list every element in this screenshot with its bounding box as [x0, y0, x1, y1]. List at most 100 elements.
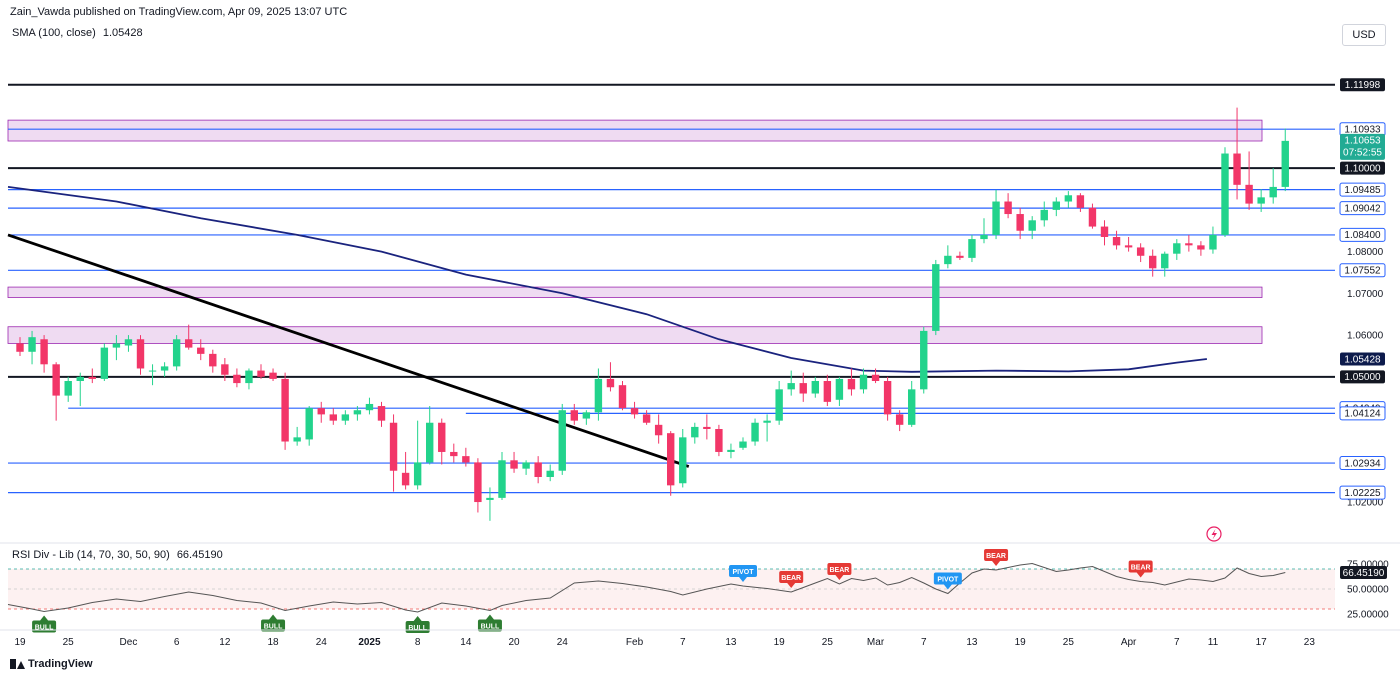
rsi-signal-pointer-6 — [835, 575, 844, 580]
price-tick-0: 1.08000 — [1347, 247, 1384, 258]
candle-body-70 — [859, 374, 868, 390]
tradingview-logo-icon — [10, 659, 25, 669]
price-label-4 — [1339, 182, 1386, 197]
candle-body-59 — [727, 449, 735, 452]
candle-body-29 — [365, 403, 374, 411]
rsi-signal-pointer-0 — [40, 615, 49, 621]
sma-legend[interactable]: SMA (100, close) 1.05428 — [12, 27, 143, 39]
price-tick-2: 1.06000 — [1347, 331, 1384, 342]
price-label-8 — [1340, 352, 1385, 366]
x-tick-0: 19 — [14, 637, 26, 648]
candle-body-88 — [1076, 195, 1085, 208]
price-label-text-9: 1.05000 — [1344, 372, 1381, 383]
candle-body-39 — [486, 497, 494, 500]
candle-body-30 — [377, 406, 386, 421]
candle-body-76 — [932, 264, 940, 331]
price-label-countdown-2: 07:52:55 — [1343, 147, 1382, 158]
x-tick-14: 13 — [725, 637, 737, 648]
candle-body-12 — [160, 366, 169, 371]
candle-body-86 — [1052, 201, 1060, 210]
price-label-11 — [1339, 406, 1386, 421]
candle-body-48 — [594, 378, 603, 413]
x-tick-12: Feb — [626, 637, 644, 648]
rsi-signal-label-3: BULL — [481, 623, 500, 630]
rsi-signal-label-0: BULL — [35, 624, 54, 631]
candle-body-72 — [883, 381, 892, 415]
candle-body-55 — [679, 437, 687, 484]
candle-body-22 — [281, 378, 289, 442]
candle-body-101 — [1233, 153, 1241, 185]
x-tick-21: 25 — [1063, 637, 1075, 648]
candle-body-95 — [1161, 253, 1169, 269]
candle-body-93 — [1136, 247, 1145, 256]
candle-body-68 — [835, 378, 844, 400]
candle-body-0 — [16, 343, 24, 352]
candle-body-75 — [920, 330, 928, 390]
x-tick-20: 19 — [1015, 637, 1027, 648]
rsi-legend[interactable]: RSI Div - Lib (14, 70, 30, 50, 90) 66.45… — [12, 549, 223, 561]
candle-body-79 — [968, 239, 976, 258]
candle-body-105 — [1281, 140, 1289, 187]
candle-body-74 — [908, 389, 916, 425]
candle-body-40 — [498, 460, 506, 498]
rsi-signal-pointer-5 — [787, 583, 796, 588]
price-label-text-5: 1.09042 — [1344, 203, 1381, 214]
rsi-signal-label-1: BULL — [264, 623, 283, 630]
rsi-signal-label-4: PIVOT — [732, 569, 754, 576]
x-tick-4: 12 — [219, 637, 231, 648]
candle-body-27 — [341, 414, 350, 421]
lightning-bolt-icon — [1211, 529, 1217, 540]
candle-body-32 — [401, 472, 410, 486]
currency-button[interactable]: USD — [1342, 24, 1386, 46]
price-label-text-12: 1.02934 — [1344, 458, 1381, 469]
brand-label: TradingView — [28, 658, 93, 670]
candle-body-23 — [293, 437, 301, 442]
candle-body-45 — [558, 410, 566, 471]
x-tick-5: 18 — [267, 637, 279, 648]
x-tick-16: 25 — [822, 637, 834, 648]
x-tick-11: 24 — [557, 637, 569, 648]
candle-body-44 — [546, 470, 554, 477]
candle-body-83 — [1016, 214, 1024, 231]
price-label-text-2: 1.10653 — [1344, 136, 1381, 147]
x-tick-13: 7 — [680, 637, 686, 648]
candle-body-3 — [52, 364, 60, 396]
candle-body-92 — [1124, 245, 1133, 248]
candle-body-41 — [510, 460, 518, 469]
x-tick-10: 20 — [508, 637, 520, 648]
candle-body-21 — [269, 372, 277, 379]
candle-body-43 — [534, 462, 542, 477]
price-label-5 — [1339, 201, 1386, 216]
rsi-value: 66.45190 — [176, 549, 223, 561]
candle-body-62 — [763, 420, 771, 423]
price-label-text-13: 1.02225 — [1344, 488, 1381, 499]
price-tick-3: 1.02000 — [1347, 498, 1384, 509]
rsi-signal-badge-7 — [933, 572, 962, 585]
candle-body-82 — [1004, 201, 1012, 215]
supply-demand-zone-1 — [7, 286, 1263, 298]
rsi-signal-label-2: BULL — [408, 625, 427, 632]
candle-body-91 — [1112, 237, 1121, 246]
candle-body-49 — [606, 378, 615, 388]
candle-body-35 — [438, 422, 446, 452]
rsi-signal-badge-3 — [477, 619, 502, 632]
rsi-signal-pointer-8 — [992, 561, 1001, 566]
tradingview-brand[interactable]: TradingView — [10, 658, 93, 670]
candle-body-102 — [1245, 184, 1253, 204]
price-label-6 — [1339, 227, 1386, 242]
candle-body-19 — [245, 370, 253, 384]
candle-body-33 — [413, 462, 422, 486]
x-tick-7: 2025 — [358, 637, 381, 648]
candle-body-64 — [787, 383, 795, 390]
candle-body-66 — [811, 381, 819, 394]
candle-body-77 — [944, 255, 952, 265]
candle-body-34 — [426, 422, 434, 463]
price-tick-1: 1.07000 — [1347, 289, 1384, 300]
price-label-text-8: 1.05428 — [1344, 354, 1381, 365]
candle-body-103 — [1257, 197, 1265, 204]
x-tick-19: 13 — [966, 637, 978, 648]
candle-body-104 — [1269, 186, 1277, 198]
candle-body-100 — [1221, 153, 1229, 235]
sma-value: 1.05428 — [102, 27, 143, 39]
